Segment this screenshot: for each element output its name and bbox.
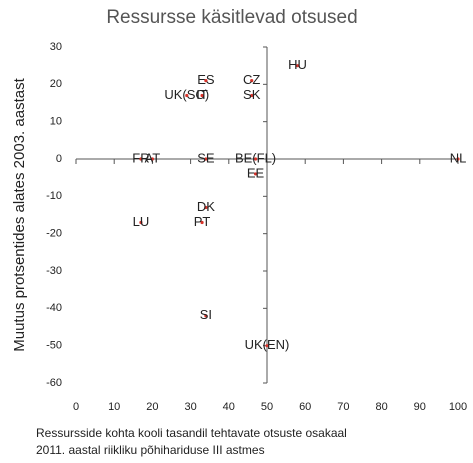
- x-tick-label: 30: [184, 401, 196, 413]
- point: [185, 93, 189, 98]
- x-tick-label: 20: [146, 401, 158, 413]
- point-label: CZ: [243, 72, 260, 87]
- point-label: SI: [200, 307, 212, 322]
- point: [204, 79, 208, 83]
- y-tick-label: -50: [46, 340, 62, 352]
- point: [295, 64, 300, 68]
- point: [253, 172, 258, 176]
- point-label: FR: [132, 150, 149, 165]
- point-label: SK: [243, 87, 261, 102]
- x-tick-label: 90: [414, 401, 426, 413]
- point: [150, 157, 154, 161]
- point-label: ES: [197, 72, 215, 87]
- point-label: UK(SC): [164, 87, 209, 102]
- point-label: LU: [133, 214, 150, 229]
- y-tick-label: 20: [50, 78, 62, 90]
- y-tick-label: -30: [46, 265, 62, 277]
- y-tick-label: 10: [50, 116, 62, 128]
- point: [200, 93, 204, 98]
- x-tick-label: 80: [375, 401, 387, 413]
- point: [200, 220, 204, 225]
- point-label: BE(FL): [235, 150, 276, 165]
- point: [253, 157, 258, 161]
- x-tick-label: 50: [261, 401, 273, 413]
- x-tick-label: 10: [108, 401, 120, 413]
- x-axis-label: Ressursside kohta kooli tasandil tehtava…: [36, 426, 347, 440]
- y-tick-label: -10: [46, 190, 62, 202]
- point: [456, 157, 460, 161]
- point: [265, 344, 269, 348]
- point: [139, 157, 143, 161]
- point: [250, 93, 254, 98]
- x-axis-label: 2011. aastal riikliku põhihariduse III a…: [36, 443, 265, 457]
- x-tick-label: 100: [449, 401, 467, 413]
- point-label: AT: [145, 150, 161, 165]
- x-tick-label: 40: [223, 401, 235, 413]
- x-tick-label: 60: [299, 401, 311, 413]
- chart-title: Ressursse käsitlevad otsused: [106, 7, 357, 28]
- y-tick-label: -20: [46, 228, 62, 240]
- point: [204, 157, 208, 161]
- point-label: SE: [197, 150, 215, 165]
- point-label: NL: [450, 150, 467, 165]
- point-label: IT: [196, 87, 208, 102]
- x-tick-label: 70: [337, 401, 349, 413]
- y-tick-label: 0: [56, 153, 62, 165]
- point: [250, 79, 254, 83]
- x-tick-label: 0: [73, 401, 79, 413]
- y-tick-label: 30: [50, 41, 62, 53]
- y-tick-label: -40: [46, 302, 62, 314]
- point: [204, 314, 208, 318]
- point-label: HU: [288, 57, 307, 72]
- point-label: EE: [247, 165, 265, 180]
- y-tick-label: -60: [46, 377, 62, 389]
- point: [204, 205, 208, 210]
- point-label: DK: [197, 199, 215, 214]
- point-label: UK(EN): [245, 337, 290, 352]
- point-label: PT: [194, 214, 211, 229]
- y-axis-label: Muutus protsentides alates 2003. aastast: [11, 77, 28, 351]
- point: [139, 220, 143, 225]
